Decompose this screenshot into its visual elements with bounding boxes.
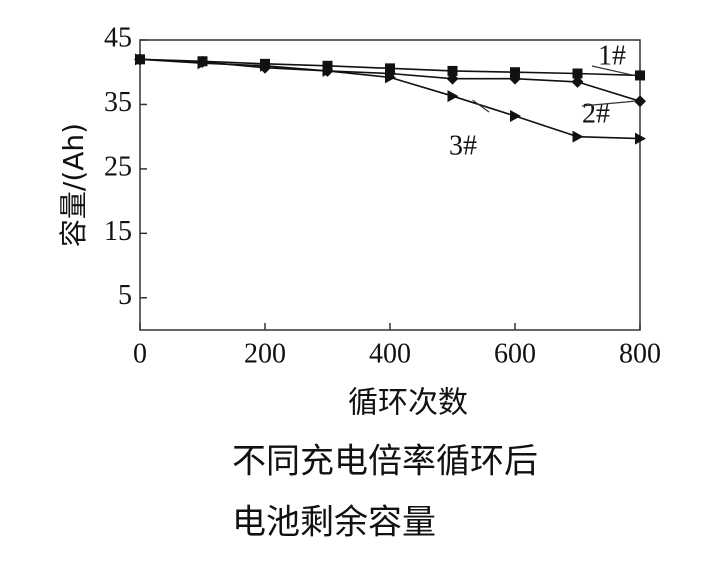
leader-line [472,99,490,113]
marker [197,57,209,70]
x-axis-label: 循环次数 [348,386,468,421]
marker [447,65,458,76]
x-tick-label: 400 [369,338,411,369]
x-tick-label: 600 [494,338,536,369]
series-label: 3# [449,130,477,161]
caption-line: 电池剩余容量 [232,503,436,543]
marker [322,64,334,77]
marker [385,71,396,84]
marker [572,130,584,143]
plot-frame [139,39,641,331]
x-tick-label: 800 [619,338,661,369]
leader-line [581,100,635,107]
y-tick-label: 5 [118,280,132,311]
marker [571,75,584,88]
marker [510,67,520,78]
marker [510,110,521,123]
marker [572,68,583,79]
y-tick-label: 25 [104,151,132,182]
marker [509,72,521,85]
y-tick-label: 15 [104,216,132,247]
y-tick-label: 45 [104,22,132,53]
marker [447,90,459,103]
caption-line: 不同充电倍率循环后 [232,442,538,482]
marker [135,53,146,66]
marker [446,72,459,85]
marker [260,59,271,72]
y-axis-label: 容量/(Ah) [57,123,90,247]
y-tick-label: 35 [104,87,132,118]
marker [634,95,646,108]
leader-line [591,65,635,77]
marker [635,70,645,81]
series-label: 2# [582,98,610,129]
x-tick-label: 200 [244,338,286,369]
series-label: 1# [598,40,626,71]
marker [635,132,646,145]
x-tick-label: 0 [133,338,147,369]
